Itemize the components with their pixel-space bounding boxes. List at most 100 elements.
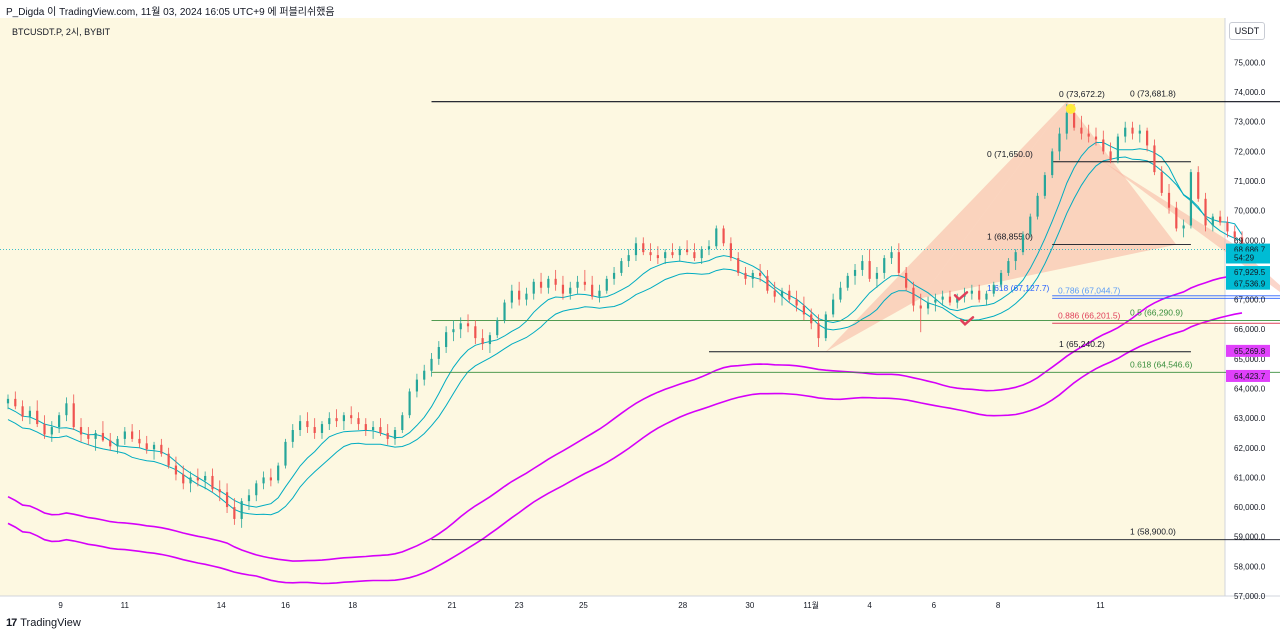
candle-body[interactable]	[306, 421, 309, 428]
candle-body[interactable]	[1153, 145, 1156, 173]
candle-body[interactable]	[525, 293, 528, 300]
candle-body[interactable]	[481, 338, 484, 345]
candle-body[interactable]	[810, 314, 813, 324]
candle-body[interactable]	[1138, 130, 1141, 134]
candle-body[interactable]	[956, 296, 959, 303]
candle-body[interactable]	[255, 483, 258, 496]
candle-body[interactable]	[218, 489, 221, 493]
candle-body[interactable]	[897, 252, 900, 273]
candle-body[interactable]	[1160, 172, 1163, 193]
candle-body[interactable]	[539, 281, 543, 288]
candle-body[interactable]	[277, 465, 280, 481]
candle-body[interactable]	[1197, 172, 1200, 199]
candle-body[interactable]	[423, 370, 426, 380]
candle-body[interactable]	[342, 415, 345, 422]
candle-body[interactable]	[1109, 151, 1112, 161]
candle-body[interactable]	[700, 249, 703, 259]
candle-body[interactable]	[401, 415, 404, 431]
candle-body[interactable]	[766, 275, 769, 291]
candle-body[interactable]	[116, 438, 119, 447]
candle-body[interactable]	[861, 261, 864, 270]
candle-body[interactable]	[1226, 222, 1229, 232]
candle-body[interactable]	[328, 418, 331, 425]
candle-body[interactable]	[131, 431, 134, 439]
candle-body[interactable]	[79, 427, 83, 435]
candle-body[interactable]	[313, 427, 316, 433]
candle-body[interactable]	[1065, 112, 1068, 134]
candle-body[interactable]	[225, 492, 229, 508]
candle-body[interactable]	[50, 427, 53, 435]
candle-body[interactable]	[496, 320, 499, 336]
candle-body[interactable]	[1014, 252, 1017, 262]
symbol-label[interactable]: BTCUSDT.P, 2시, BYBIT	[12, 27, 111, 37]
candle-body[interactable]	[94, 432, 97, 439]
candle-body[interactable]	[583, 281, 586, 285]
candle-body[interactable]	[291, 430, 294, 442]
candle-body[interactable]	[1131, 127, 1134, 134]
candle-body[interactable]	[554, 278, 557, 285]
candle-body[interactable]	[656, 255, 659, 259]
candle-body[interactable]	[773, 290, 776, 297]
candle-body[interactable]	[1007, 261, 1010, 273]
candle-body[interactable]	[204, 475, 207, 481]
candle-body[interactable]	[795, 299, 798, 306]
candle-body[interactable]	[182, 474, 185, 484]
candle-body[interactable]	[817, 323, 820, 339]
candle-body[interactable]	[233, 507, 236, 519]
candle-body[interactable]	[1072, 112, 1076, 128]
candle-body[interactable]	[1124, 127, 1127, 137]
candle-body[interactable]	[934, 299, 937, 303]
chart-area[interactable]: 0 (73,672.2) 0 (73,681.8) 0 (71,650.0) 1 (6…	[0, 18, 1280, 614]
candle-body[interactable]	[671, 252, 674, 256]
candle-body[interactable]	[532, 281, 535, 294]
candle-body[interactable]	[1036, 195, 1039, 217]
candle-body[interactable]	[1211, 216, 1214, 226]
candle-body[interactable]	[978, 290, 981, 300]
candle-body[interactable]	[65, 403, 68, 416]
candle-body[interactable]	[1182, 225, 1185, 229]
candle-body[interactable]	[189, 477, 192, 484]
candle-body[interactable]	[488, 335, 492, 345]
candle-body[interactable]	[759, 272, 762, 276]
candle-body[interactable]	[620, 261, 623, 273]
candle-body[interactable]	[459, 323, 462, 330]
candle-body[interactable]	[678, 249, 681, 256]
candle-body[interactable]	[598, 290, 601, 297]
candle-body[interactable]	[437, 347, 440, 359]
candle-body[interactable]	[298, 421, 302, 431]
candle-body[interactable]	[780, 290, 784, 297]
candle-body[interactable]	[58, 415, 61, 428]
candle-body[interactable]	[372, 427, 375, 431]
candle-body[interactable]	[926, 302, 930, 309]
candle-body[interactable]	[970, 290, 973, 294]
candle-body[interactable]	[569, 287, 572, 294]
candle-body[interactable]	[87, 434, 90, 439]
candle-body[interactable]	[364, 424, 367, 431]
candle-body[interactable]	[269, 477, 272, 481]
candle-body[interactable]	[941, 296, 944, 300]
candle-body[interactable]	[707, 246, 711, 250]
candle-body[interactable]	[320, 424, 324, 433]
candle-body[interactable]	[379, 427, 382, 433]
candle-body[interactable]	[211, 475, 214, 490]
candle-body[interactable]	[138, 438, 141, 444]
candle-body[interactable]	[985, 293, 988, 300]
candle-body[interactable]	[737, 258, 740, 273]
candle-body[interactable]	[350, 415, 353, 419]
candle-body[interactable]	[167, 453, 170, 466]
candle-body[interactable]	[642, 243, 645, 253]
candle-body[interactable]	[846, 275, 849, 288]
candle-body[interactable]	[386, 432, 389, 439]
candle-body[interactable]	[1029, 216, 1032, 235]
candle-body[interactable]	[561, 284, 565, 294]
candle-body[interactable]	[503, 302, 506, 321]
candle-body[interactable]	[415, 379, 419, 392]
price-chart[interactable]: 0 (73,672.2) 0 (73,681.8) 0 (71,650.0) 1 (6…	[0, 18, 1280, 614]
candle-body[interactable]	[6, 398, 10, 404]
candle-body[interactable]	[284, 441, 287, 466]
tradingview-logo[interactable]: 17 TradingView	[6, 617, 81, 629]
candle-body[interactable]	[547, 278, 550, 288]
candle-body[interactable]	[715, 228, 718, 247]
candle-body[interactable]	[430, 358, 433, 371]
candle-body[interactable]	[160, 444, 163, 454]
